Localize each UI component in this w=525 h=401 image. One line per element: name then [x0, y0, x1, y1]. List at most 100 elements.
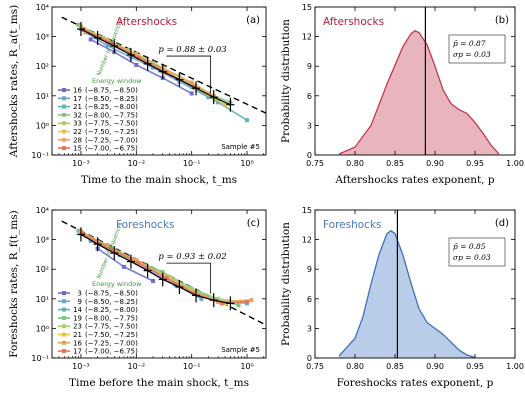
ticks: 0.75 0.80 0.85 0.90 0.95 1.00 0 3 6 9 12 15 — [302, 206, 524, 371]
y-axis-label: Foreshocks rates, R_f(t_ms) — [8, 210, 20, 358]
panel-title: Foreshocks — [323, 219, 382, 231]
mean-line — [80, 233, 231, 304]
data-point — [117, 253, 122, 258]
legend-count: 15 — [73, 145, 82, 153]
legend-entry: 17 (−8.50, −8.25) — [58, 95, 138, 103]
legend-marker — [62, 315, 66, 320]
legend-entry: 16 (−7.25, −7.00) — [58, 339, 138, 347]
distribution-area — [339, 30, 499, 155]
legend-marker — [62, 96, 66, 101]
y-tick-label: 9 — [307, 62, 312, 71]
x-tick-label: 10⁻¹ — [183, 159, 201, 168]
distribution-curve — [338, 229, 476, 358]
data-point — [199, 296, 204, 301]
panel-label: (c) — [247, 218, 260, 229]
y-tick-label: 10¹ — [36, 295, 49, 304]
x-tick-label: 0.90 — [426, 159, 444, 168]
legend-title: Energy window — [92, 77, 142, 85]
panel-title: Aftershocks — [323, 16, 384, 28]
legend-window: (−8.50, −8.25) — [85, 95, 138, 103]
x-tick-label: 0.75 — [306, 362, 324, 371]
legend-marker — [62, 129, 66, 134]
stats-frame — [448, 237, 506, 267]
legend-count: 23 — [73, 323, 82, 331]
distribution-area — [339, 230, 475, 358]
legend-entry: 19 (−8.00, −7.75) — [58, 314, 138, 322]
x-tick-label: 0.75 — [306, 159, 324, 168]
legend-window: (−8.50, −8.25) — [85, 298, 138, 306]
data-point — [88, 238, 93, 243]
x-tick-label: 0.95 — [466, 362, 484, 371]
y-axis-label: Aftershocks rates, R_a(t_ms) — [8, 5, 20, 158]
x-axis-label: Time to the main shock, t_ms — [81, 174, 237, 186]
data-point — [245, 118, 250, 123]
plot-area — [61, 220, 266, 326]
series-line — [80, 26, 215, 97]
axes-frame — [314, 6, 516, 156]
x-tick-label: 10⁰ — [240, 159, 253, 168]
data-point — [223, 102, 228, 107]
data-point — [216, 100, 221, 105]
legend-count: 9 — [78, 298, 82, 306]
y-tick-label: 6 — [307, 92, 312, 101]
legend-marker — [62, 88, 66, 92]
legend-entry: 22 (−7.50, −7.25) — [58, 128, 138, 136]
ticks: 10⁻³ 10⁻² 10⁻¹ 10⁰ 10⁻¹ 10⁰ 10¹ 10² 10³ 10⁴ — [31, 206, 266, 371]
data-point — [191, 291, 196, 296]
y-tick-label: 3 — [307, 324, 312, 333]
y-tick-label: 10⁴ — [36, 3, 49, 12]
legend-marker — [62, 121, 66, 126]
data-point — [164, 276, 169, 281]
legend-count: 19 — [73, 314, 82, 322]
legend-window: (−8.75, −8.50) — [85, 290, 138, 298]
x-axis-label: Aftershocks rates exponent, p — [334, 174, 494, 186]
data-point — [189, 84, 194, 89]
y-tick-label: 10¹ — [36, 92, 49, 101]
data-point — [219, 301, 224, 306]
mean-line — [80, 28, 231, 106]
legend-count: 21 — [73, 331, 82, 339]
legend-window: (−8.25, −8.00) — [85, 103, 138, 111]
legend-window: (−8.75, −8.50) — [85, 87, 138, 95]
legend-window: (−7.00, −6.75) — [85, 145, 138, 153]
data-point — [249, 298, 254, 303]
legend-marker — [62, 332, 66, 337]
x-tick-label: 0.85 — [386, 159, 404, 168]
y-tick-label: 10⁻¹ — [31, 151, 49, 160]
mean-series — [76, 227, 235, 311]
mean-series — [76, 22, 235, 112]
legend-entry: 32 (−8.00, −7.75) — [58, 111, 138, 119]
distribution-curve — [338, 29, 500, 155]
fit-line — [61, 16, 266, 114]
x-axis-label: Time before the main shock, t_ms — [69, 377, 249, 389]
legend-window: (−7.25, −7.00) — [85, 339, 138, 347]
stats-text: σp = 0.03 — [453, 50, 491, 59]
data-point — [164, 70, 169, 75]
panel-d: p̄ = 0.85 σp = 0.03 Foreshocks 0.75 0.80 0.85… — [280, 206, 524, 389]
legend-entry: 33 (−7.75, −7.50) — [58, 120, 138, 128]
panel-title: Aftershocks — [116, 16, 177, 28]
legend-entry: 23 (−7.75, −7.50) — [58, 323, 138, 331]
y-tick-label: 0 — [307, 151, 312, 160]
legend-window: (−7.75, −7.50) — [85, 120, 138, 128]
x-tick-label: 10⁻¹ — [183, 362, 201, 371]
panel-label: (a) — [246, 15, 260, 26]
sample-label: Sample #5 — [221, 346, 260, 354]
panel-label: (b) — [495, 15, 509, 26]
legend-entry: 28 (−7.25, −7.00) — [58, 136, 138, 144]
panel-b: p̄ = 0.87 σp = 0.03 Aftershocks 0.75 0.80 0.8… — [280, 3, 524, 186]
data-point — [150, 65, 155, 70]
y-tick-label: 10⁰ — [36, 121, 49, 130]
x-axis-label: Foreshocks rates exponent, p — [337, 377, 494, 389]
y-tick-label: 10² — [36, 62, 49, 71]
data-point — [134, 52, 139, 57]
data-point — [236, 303, 241, 308]
legend-window: (−7.50, −7.25) — [85, 128, 138, 136]
y-tick-label: 15 — [302, 206, 312, 215]
axes-frame — [314, 209, 516, 359]
x-tick-label: 10⁻² — [128, 362, 146, 371]
stats-box: p̄ = 0.87 σp = 0.03 — [448, 34, 506, 64]
data-point — [109, 247, 114, 252]
legend-entry: 21 (−8.25, −8.00) — [58, 103, 138, 111]
